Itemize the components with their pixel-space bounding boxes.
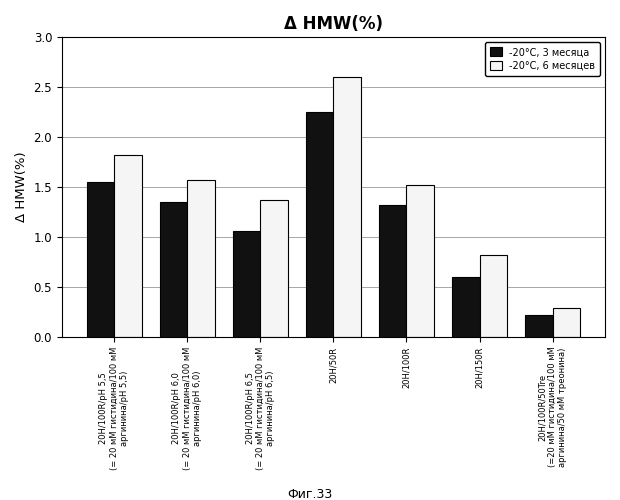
Bar (334, 78, 361, 337)
Bar (187, 180, 215, 337)
Y-axis label: Δ HMW(%): Δ HMW(%) (15, 152, 28, 222)
Bar (260, 200, 288, 337)
Title: Δ HMW(%): Δ HMW(%) (284, 15, 383, 33)
Bar (379, 205, 407, 337)
Legend: -20°С, 3 месяца, -20°С, 6 месяцев: -20°С, 3 месяца, -20°С, 6 месяцев (485, 42, 600, 76)
Bar (306, 112, 334, 337)
Text: Фиг.33: Фиг.33 (288, 488, 332, 500)
Bar (525, 315, 552, 337)
Bar (407, 185, 434, 337)
Bar (114, 155, 142, 337)
Bar (452, 277, 479, 337)
Bar (479, 255, 507, 337)
Bar (552, 308, 580, 337)
Bar (159, 202, 187, 337)
Bar (87, 182, 114, 337)
Bar (232, 231, 260, 337)
